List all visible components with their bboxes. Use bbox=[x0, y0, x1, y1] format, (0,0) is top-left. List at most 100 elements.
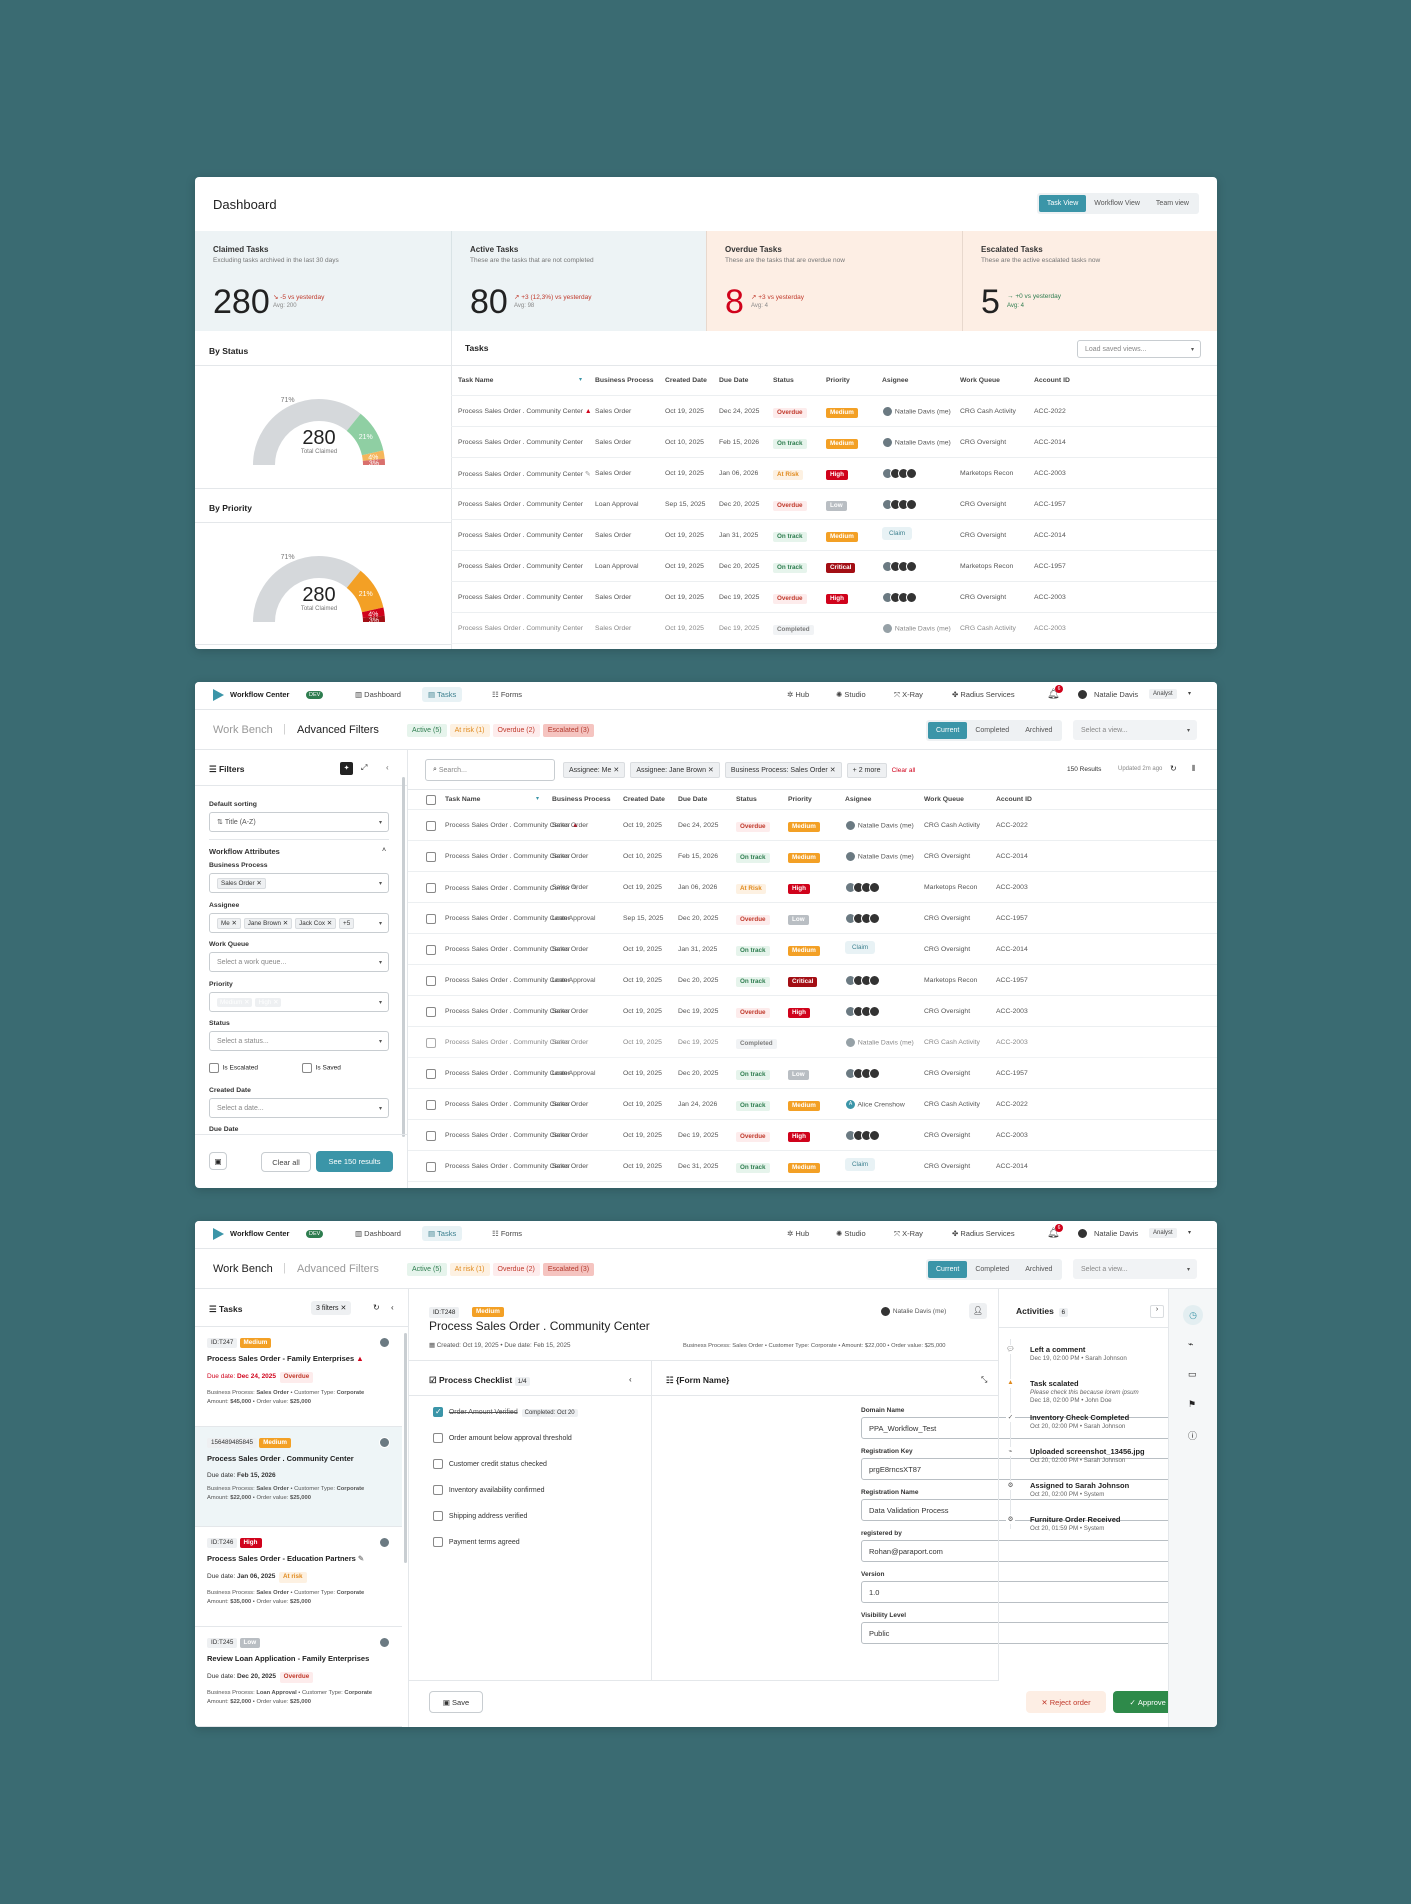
bp-select[interactable]: Sales Order ✕ ▾ bbox=[209, 873, 389, 893]
bell-icon[interactable]: 🔔︎ bbox=[1047, 1228, 1060, 1239]
filters-count-chip[interactable]: 3 filters ✕ bbox=[311, 1301, 352, 1315]
task-name-cell[interactable]: Process Sales Order . Community Center bbox=[445, 1038, 571, 1046]
task-card[interactable]: 156489485845 Medium Process Sales Order … bbox=[195, 1427, 402, 1527]
table-row[interactable]: Process Sales Order . Community Center Sa… bbox=[451, 613, 1217, 644]
task-name-cell[interactable]: Process Sales Order . Community Center bbox=[458, 624, 584, 632]
assignee-cell[interactable]: Claim bbox=[882, 526, 913, 540]
chevron-up-icon[interactable]: ˄ bbox=[382, 847, 387, 854]
refresh-icon[interactable]: ↻ bbox=[1170, 764, 1177, 773]
task-name-cell[interactable]: Process Sales Order . Community Center bbox=[445, 1069, 571, 1077]
table-row[interactable]: Process Sales Order . Community Center Sa… bbox=[451, 520, 1217, 551]
col-header[interactable]: Task Name bbox=[458, 377, 494, 384]
columns-icon[interactable]: ⦀ bbox=[1192, 764, 1196, 773]
task-name-cell[interactable]: Process Sales Order . Community Center ▲ bbox=[445, 821, 579, 829]
state-archived[interactable]: Archived bbox=[1025, 727, 1053, 734]
assignee-cell[interactable] bbox=[845, 1005, 880, 1017]
prio-select[interactable]: Medium ✕ High ✕ ▾ bbox=[209, 992, 389, 1012]
assignee-cell[interactable] bbox=[845, 974, 880, 986]
col-header[interactable]: Business Process bbox=[552, 796, 611, 803]
collapse-icon[interactable]: ‹ bbox=[391, 1303, 394, 1312]
chip-overdue[interactable]: Overdue (2) bbox=[492, 724, 540, 737]
select-all-checkbox[interactable] bbox=[426, 795, 436, 805]
filter-scrollbar[interactable] bbox=[402, 777, 405, 1137]
status-select[interactable]: Select a status... ▾ bbox=[209, 1031, 389, 1051]
task-name-cell[interactable]: Process Sales Order . Community Center bbox=[445, 1100, 571, 1108]
table-row[interactable]: Process Sales Order . Community Center ✎… bbox=[451, 458, 1217, 489]
nav-radius[interactable]: ✤ Radius Services bbox=[952, 1229, 1015, 1238]
table-row[interactable]: Process Sales Order . Community Center Sa… bbox=[408, 934, 1217, 965]
sort-icon[interactable]: ▾ bbox=[579, 377, 583, 383]
table-row[interactable]: Process Sales Order . Community Center Sa… bbox=[408, 996, 1217, 1027]
clear-all-button[interactable]: Clear all bbox=[261, 1152, 311, 1172]
col-header[interactable]: Status bbox=[773, 377, 794, 384]
chip-at-risk[interactable]: At risk (1) bbox=[449, 1263, 490, 1276]
task-name-cell[interactable]: Process Sales Order . Community Center bbox=[445, 945, 571, 953]
task-name-cell[interactable]: Process Sales Order . Community Center bbox=[458, 500, 584, 508]
assignee-cell[interactable] bbox=[845, 881, 880, 893]
assignee-cell[interactable]: Claim bbox=[845, 1157, 876, 1171]
col-header[interactable]: Due Date bbox=[678, 796, 708, 803]
col-header[interactable]: Priority bbox=[788, 796, 812, 803]
state-archived[interactable]: Archived bbox=[1025, 1266, 1053, 1273]
nav-studio[interactable]: ✺ Studio bbox=[836, 690, 866, 699]
task-card[interactable]: ID:T245 Low Review Loan Application - Fa… bbox=[195, 1627, 402, 1727]
chip-active[interactable]: Active (5) bbox=[407, 1263, 447, 1276]
task-name-cell[interactable]: Process Sales Order . Community Center bbox=[445, 1131, 571, 1139]
task-name-cell[interactable]: Process Sales Order . Community Center bbox=[445, 852, 571, 860]
col-header[interactable]: Asignee bbox=[845, 796, 872, 803]
save-button[interactable]: ▣ Save bbox=[429, 1691, 483, 1713]
crumb-workbench[interactable]: Work Bench bbox=[213, 1263, 273, 1275]
col-header[interactable]: Business Process bbox=[595, 377, 654, 384]
user-avatar[interactable] bbox=[1077, 689, 1088, 700]
row-checkbox[interactable] bbox=[426, 913, 436, 924]
task-card[interactable]: ID:T246 High Process Sales Order - Educa… bbox=[195, 1527, 402, 1627]
col-header[interactable]: Task Name bbox=[445, 796, 481, 803]
table-row[interactable]: Process Sales Order . Community Center Sa… bbox=[408, 1089, 1217, 1120]
clear-all-link[interactable]: Clear all bbox=[891, 767, 916, 774]
flag-icon[interactable]: ⚑ bbox=[1188, 1399, 1197, 1409]
wq-select[interactable]: Select a work queue... ▾ bbox=[209, 952, 389, 972]
chip-escalated[interactable]: Escalated (3) bbox=[542, 724, 595, 737]
col-header[interactable]: Created Date bbox=[665, 377, 707, 384]
table-row[interactable]: Process Sales Order . Community Center Sa… bbox=[408, 1027, 1217, 1058]
nav-radius[interactable]: ✤ Radius Services bbox=[952, 690, 1015, 699]
expand-icon[interactable]: ⤡ bbox=[981, 1375, 988, 1384]
assign-user-icon[interactable]: 👤︎ bbox=[969, 1303, 987, 1319]
user-avatar[interactable] bbox=[1077, 1228, 1088, 1239]
info-icon[interactable]: ⓘ bbox=[1188, 1431, 1198, 1441]
col-header[interactable]: Priority bbox=[826, 377, 850, 384]
attachment-icon[interactable]: ⌁ bbox=[1188, 1339, 1194, 1349]
claim-button[interactable]: Claim bbox=[845, 1157, 876, 1171]
row-checkbox[interactable] bbox=[426, 820, 436, 831]
task-name-cell[interactable]: Process Sales Order . Community Center ✎ bbox=[445, 884, 578, 892]
search-input[interactable]: ⌕ Search... bbox=[425, 759, 555, 781]
state-current[interactable]: Current bbox=[928, 722, 968, 739]
chip-at-risk[interactable]: At risk (1) bbox=[449, 724, 490, 737]
task-name-cell[interactable]: Process Sales Order . Community Center bbox=[458, 531, 584, 539]
nav-xray[interactable]: ⤧ X-Ray bbox=[894, 690, 923, 699]
nav-hub[interactable]: ✲ Hub bbox=[787, 690, 810, 699]
table-row[interactable]: Process Sales Order . Community Center Sa… bbox=[408, 841, 1217, 872]
col-header[interactable]: Due Date bbox=[719, 377, 749, 384]
table-row[interactable]: Process Sales Order . Community Center ▲… bbox=[451, 396, 1217, 427]
task-list-scrollbar[interactable] bbox=[404, 1333, 407, 1563]
nav-tasks[interactable]: ▤ Tasks bbox=[422, 1226, 463, 1241]
refresh-icon[interactable]: ↻ bbox=[373, 1303, 380, 1312]
filter-chip[interactable]: Assignee: Me ✕ bbox=[563, 762, 626, 778]
expand-icon[interactable]: ⤢ bbox=[361, 763, 368, 772]
table-row[interactable]: Process Sales Order . Community Center Sa… bbox=[408, 1120, 1217, 1151]
escalated-checkbox[interactable]: Is Escalated bbox=[209, 1063, 258, 1073]
pin-icon[interactable]: ✦ bbox=[340, 762, 353, 775]
history-icon[interactable]: ◷ bbox=[1183, 1305, 1203, 1325]
more-filters-chip[interactable]: + 2 more bbox=[846, 763, 887, 778]
row-checkbox[interactable] bbox=[426, 851, 436, 862]
assignee-cell[interactable] bbox=[845, 1129, 880, 1141]
form-field[interactable]: Rohan@paraport.com bbox=[861, 1540, 1183, 1562]
user-name[interactable]: Natalie Davis bbox=[1094, 1229, 1139, 1238]
row-checkbox[interactable] bbox=[426, 1068, 436, 1079]
